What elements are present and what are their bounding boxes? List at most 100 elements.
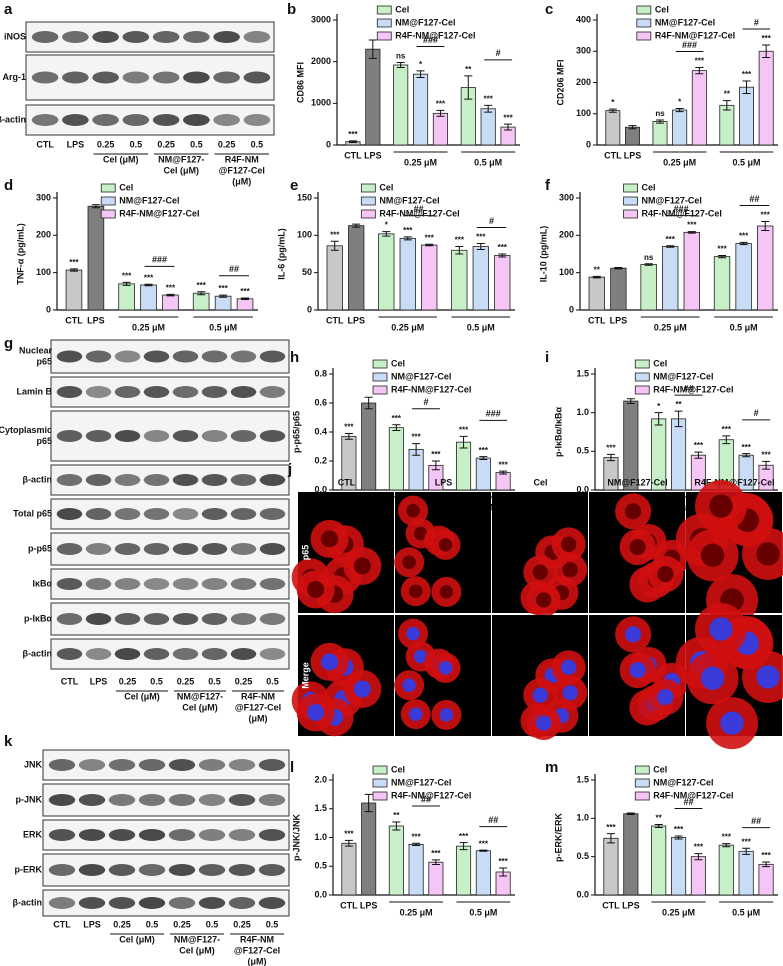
blot-band xyxy=(143,648,170,660)
blot-band xyxy=(56,613,83,625)
group-label: (μM) xyxy=(248,956,267,966)
bracket-label: ## xyxy=(749,194,759,204)
error-bar xyxy=(479,456,488,461)
x-tick-label: CTL xyxy=(65,315,83,325)
error-bar xyxy=(344,432,353,440)
y-tick-label: 0.0 xyxy=(314,889,327,899)
error-bar xyxy=(722,843,731,848)
row-label: Merge xyxy=(300,662,310,689)
y-tick-label: 300 xyxy=(559,192,574,202)
cell-core xyxy=(561,659,577,675)
legend-label: Cel xyxy=(391,764,405,774)
bar xyxy=(365,48,381,146)
x-tick-label: CTL xyxy=(588,315,606,325)
group-label: 0.5 μM xyxy=(730,322,758,332)
group-label: (μM) xyxy=(232,176,251,186)
y-tick-label: 0.4 xyxy=(314,426,327,436)
error-bar xyxy=(742,847,751,855)
blot-band xyxy=(114,430,141,442)
significance: *** xyxy=(459,832,469,841)
error-bar xyxy=(412,842,421,847)
blot-band xyxy=(78,864,106,876)
significance: ** xyxy=(724,90,731,99)
error-bar xyxy=(761,221,770,231)
bar xyxy=(640,264,657,311)
y-axis-label: p-p65/p65 xyxy=(291,411,301,453)
blot-band xyxy=(122,31,150,43)
blot-band xyxy=(114,474,141,486)
blot-band xyxy=(201,350,228,363)
error-bar xyxy=(476,243,485,251)
blot-row-label: p65 xyxy=(36,356,52,366)
y-tick-label: 0.5 xyxy=(576,446,589,456)
blot-band xyxy=(183,114,210,126)
error-bar xyxy=(352,223,361,228)
cell-core xyxy=(321,653,339,671)
blot-row-label: Total p65 xyxy=(13,508,52,518)
x-tick-label: CTL xyxy=(344,150,362,160)
y-tick-label: 0 xyxy=(586,139,591,149)
blot-band xyxy=(114,613,141,625)
cell-core xyxy=(562,562,578,578)
lane-label: CTL xyxy=(53,919,71,929)
error-bar xyxy=(606,453,615,462)
error-bar xyxy=(695,67,704,75)
blot-band xyxy=(143,350,170,363)
group-label: 0.5 μM xyxy=(469,907,497,917)
bracket-label: ## xyxy=(488,815,498,825)
cell-core xyxy=(561,536,577,552)
x-tick-label: LPS xyxy=(622,900,640,910)
bar xyxy=(480,108,496,146)
legend-swatch xyxy=(636,31,652,41)
lane-label: 0.5 xyxy=(266,919,279,929)
significance: *** xyxy=(739,232,749,241)
bracket-label: ## xyxy=(229,264,239,274)
blot-band xyxy=(114,543,141,555)
error-bar xyxy=(416,70,425,78)
error-bar xyxy=(425,243,434,247)
error-bar xyxy=(219,294,228,298)
blot-band xyxy=(152,31,180,43)
blot-band xyxy=(48,794,76,806)
lane-label: 0.25 xyxy=(113,919,131,929)
significance: ** xyxy=(594,266,601,275)
bar xyxy=(672,109,688,146)
bar xyxy=(691,70,707,146)
error-bar xyxy=(392,424,401,432)
blot-band xyxy=(168,864,196,876)
error-bar xyxy=(412,443,421,456)
significance: *** xyxy=(606,444,616,453)
error-bar xyxy=(197,291,206,296)
significance: *** xyxy=(741,443,751,452)
error-bar xyxy=(459,842,468,851)
significance: *** xyxy=(459,425,469,434)
blot-band xyxy=(198,759,226,771)
blot-band xyxy=(31,31,59,43)
blot-band xyxy=(85,578,112,590)
y-tick-label: 1.0 xyxy=(576,407,589,417)
significance: *** xyxy=(483,95,493,104)
y-axis-label: IL-6 (pg/mL) xyxy=(276,228,286,280)
legend-label: R4F-NM@F127-Cel xyxy=(119,208,199,218)
significance: *** xyxy=(717,245,727,254)
significance: ** xyxy=(675,400,682,409)
cell-core xyxy=(438,538,453,552)
blot-band xyxy=(198,864,226,876)
y-tick-label: 0.5 xyxy=(576,851,589,861)
bar xyxy=(739,86,754,146)
blot-band xyxy=(85,508,112,520)
blot-band xyxy=(172,648,199,660)
blot-band xyxy=(31,114,59,126)
legend-swatch xyxy=(623,209,638,219)
cell-core xyxy=(700,543,725,567)
blot-band xyxy=(56,543,83,555)
blot-band xyxy=(143,430,170,442)
significance: ns xyxy=(644,253,654,262)
lane-label: 0.5 xyxy=(190,139,203,149)
y-tick-label: 0 xyxy=(326,139,331,149)
error-bar xyxy=(674,835,683,840)
legend-label: Cel xyxy=(653,764,667,774)
error-bar xyxy=(69,268,78,272)
cell-core xyxy=(536,715,552,731)
